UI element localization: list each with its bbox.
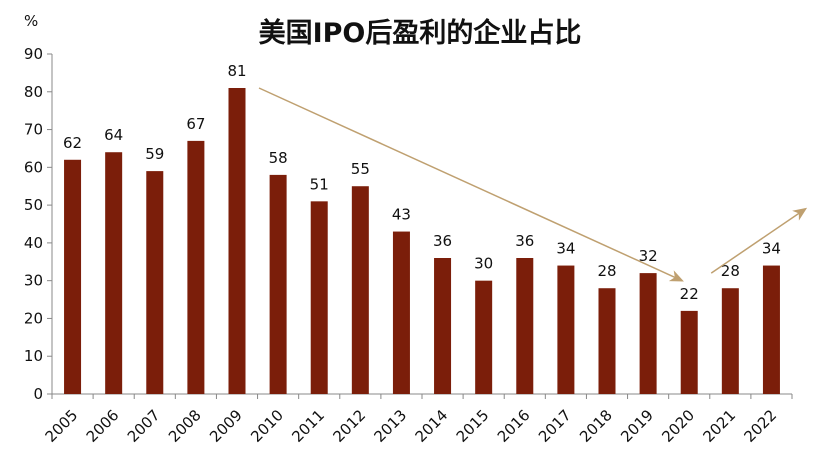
y-tick-label: 10 [24, 347, 43, 365]
y-tick-label: 40 [24, 234, 43, 252]
trend-arrow-2 [710, 207, 808, 274]
y-tick-label: 0 [33, 385, 43, 403]
x-tick-label: 2022 [741, 406, 781, 446]
trend-arrows [258, 87, 808, 282]
data-label-2009: 81 [227, 62, 246, 80]
y-tick-label: 70 [24, 121, 43, 139]
chart-title: 美国IPO后盈利的企业占比 [259, 17, 582, 49]
bar-2005 [64, 159, 82, 394]
y-tick-label: 50 [24, 196, 43, 214]
x-tick-label: 2013 [371, 406, 411, 446]
bar-2009 [228, 88, 246, 394]
bar-2010 [269, 174, 287, 394]
y-tick-label: 90 [24, 45, 43, 63]
bar-2020 [680, 310, 698, 394]
x-tick-label: 2010 [247, 406, 287, 446]
data-label-2022: 34 [762, 240, 781, 258]
data-label-2011: 51 [310, 175, 329, 193]
y-axis-unit: % [24, 12, 38, 30]
data-label-2016: 36 [515, 232, 534, 250]
x-tick-label: 2014 [412, 406, 452, 446]
bar-2022 [762, 265, 780, 394]
x-tick-label: 2020 [658, 406, 698, 446]
x-tick-label: 2009 [206, 406, 246, 446]
y-tick-label: 60 [24, 158, 43, 176]
x-tick-label: 2006 [83, 406, 123, 446]
x-tick-label: 2016 [494, 406, 534, 446]
x-tick-label: 2019 [617, 406, 657, 446]
bar-2019 [639, 273, 657, 394]
data-label-2008: 67 [186, 115, 205, 133]
bar-2021 [721, 288, 739, 394]
data-label-2017: 34 [556, 240, 575, 258]
x-tick-label: 2007 [124, 406, 164, 446]
bar-2018 [598, 288, 616, 394]
bar-2017 [557, 265, 575, 394]
data-label-2019: 32 [639, 247, 658, 265]
data-label-2013: 43 [392, 206, 411, 224]
data-label-2014: 36 [433, 232, 452, 250]
bar-2007 [146, 171, 164, 394]
x-tick-label: 2018 [576, 406, 616, 446]
x-tick-label: 2017 [535, 406, 575, 446]
bar-2008 [187, 140, 205, 394]
data-label-2010: 58 [269, 149, 288, 167]
x-tick-label: 2015 [453, 406, 493, 446]
y-tick-label: 80 [24, 83, 43, 101]
data-label-2005: 62 [63, 134, 82, 152]
data-label-2020: 22 [680, 285, 699, 303]
x-tick-label: 2008 [165, 406, 205, 446]
y-tick-label: 20 [24, 309, 43, 327]
y-axis: 0 10 20 30 40 50 60 70 80 90 [24, 45, 53, 403]
bar-2015 [475, 280, 493, 394]
x-axis: 2005 2006 2007 2008 2009 2010 2011 2012 2013 2014… [42, 393, 793, 446]
bar-2014 [434, 258, 452, 394]
bars [64, 88, 780, 394]
data-label-2015: 30 [474, 255, 493, 273]
bar-2016 [516, 258, 534, 394]
data-label-2006: 64 [104, 126, 123, 144]
x-tick-label: 2021 [699, 406, 739, 446]
data-label-2018: 28 [597, 262, 616, 280]
bar-2012 [351, 186, 369, 394]
bar-2013 [392, 231, 410, 394]
y-tick-label: 30 [24, 272, 43, 290]
bar-2011 [310, 201, 328, 394]
data-label-2021: 28 [721, 262, 740, 280]
data-label-2012: 55 [351, 160, 370, 178]
x-tick-label: 2011 [288, 406, 328, 446]
bar-2006 [105, 152, 123, 394]
x-tick-label: 2005 [42, 406, 82, 446]
trend-arrow-1 [258, 87, 684, 282]
data-labels: 62 64 59 67 81 58 51 55 43 36 30 36 34 28 32 22 28 34 [63, 62, 781, 303]
x-tick-label: 2012 [329, 406, 369, 446]
data-label-2007: 59 [145, 145, 164, 163]
